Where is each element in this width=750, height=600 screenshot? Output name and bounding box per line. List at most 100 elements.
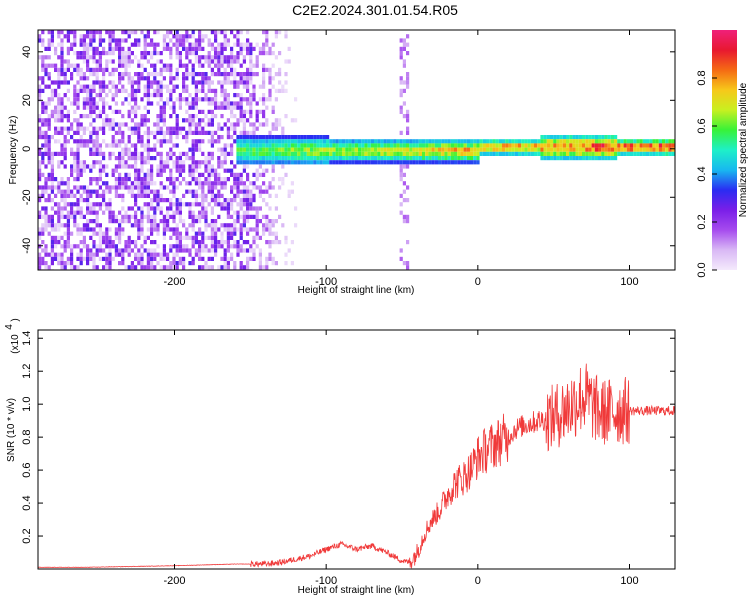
heatmap-cell (146, 139, 150, 144)
heatmap-cell (188, 147, 192, 152)
heatmap-cell (274, 231, 278, 236)
heatmap-cell (50, 63, 54, 68)
heatmap-cell (124, 97, 128, 102)
heatmap-cell (198, 231, 202, 236)
heatmap-cell (108, 265, 112, 270)
heatmap-cell (150, 189, 154, 194)
heatmap-cell (111, 34, 115, 39)
heatmap-cell (242, 80, 246, 85)
heatmap-cell (508, 151, 512, 156)
heatmap-cell (297, 156, 301, 161)
heatmap-cell (335, 143, 339, 148)
heatmap-cell (297, 143, 301, 148)
heatmap-cell (594, 147, 598, 152)
heatmap-cell (188, 202, 192, 207)
heatmap-cell (79, 240, 83, 245)
heatmap-cell (188, 105, 192, 110)
heatmap-cell (546, 139, 550, 144)
heatmap-cell (217, 72, 221, 77)
heatmap-cell (137, 223, 141, 228)
heatmap-cell (185, 235, 189, 240)
heatmap-cell (396, 151, 400, 156)
heatmap-cell (316, 135, 320, 140)
heatmap-cell (98, 206, 102, 211)
heatmap-cell (102, 248, 106, 253)
heatmap-cell (636, 143, 640, 148)
heatmap-cell (150, 93, 154, 98)
heatmap-cell (386, 143, 390, 148)
heatmap-cell (441, 151, 445, 156)
heatmap-cell (95, 219, 99, 224)
heatmap-cell (210, 88, 214, 93)
heatmap-cell (242, 139, 246, 144)
heatmap-cell (146, 219, 150, 224)
heatmap-cell (617, 139, 621, 144)
heatmap-cell (185, 139, 189, 144)
heatmap-cell (50, 214, 54, 219)
heatmap-cell (63, 126, 67, 131)
heatmap-cell (233, 84, 237, 89)
heatmap-cell (47, 160, 51, 165)
heatmap-cell (198, 172, 202, 177)
heatmap-cell (102, 51, 106, 56)
heatmap-cell (95, 93, 99, 98)
heatmap-cell (114, 122, 118, 127)
heatmap-cell (364, 147, 368, 152)
heatmap-cell (114, 88, 118, 93)
heatmap-cell (175, 160, 179, 165)
heatmap-cell (194, 193, 198, 198)
heatmap-cell (598, 156, 602, 161)
heatmap-cell (271, 126, 275, 131)
heatmap-cell (239, 177, 243, 182)
heatmap-cell (345, 156, 349, 161)
heatmap-cell (73, 185, 77, 190)
heatmap-cell (150, 227, 154, 232)
heatmap-cell (578, 156, 582, 161)
heatmap-cell (345, 151, 349, 156)
heatmap-cell (236, 252, 240, 257)
heatmap-cell (198, 202, 202, 207)
heatmap-cell (274, 160, 278, 165)
heatmap-cell (246, 84, 250, 89)
heatmap-cell (575, 139, 579, 144)
heatmap-cell (63, 34, 67, 39)
heatmap-cell (182, 38, 186, 43)
heatmap-cell (79, 88, 83, 93)
heatmap-cell (140, 118, 144, 123)
heatmap-cell (268, 135, 272, 140)
heatmap-cell (572, 151, 576, 156)
heatmap-cell (156, 51, 160, 56)
heatmap-cell (54, 210, 58, 215)
heatmap-cell (127, 248, 131, 253)
heatmap-cell (255, 227, 259, 232)
heatmap-cell (38, 244, 42, 249)
heatmap-cell (175, 223, 179, 228)
heatmap-cell (54, 252, 58, 257)
heatmap-cell (63, 231, 67, 236)
heatmap-cell (505, 139, 509, 144)
heatmap-cell (236, 202, 240, 207)
heatmap-cell (38, 227, 42, 232)
heatmap-cell (274, 30, 278, 35)
heatmap-cell (258, 84, 262, 89)
heatmap-cell (198, 147, 202, 152)
heatmap-cell (98, 227, 102, 232)
heatmap-cell (172, 34, 176, 39)
heatmap-cell (265, 214, 269, 219)
heatmap-cell (246, 214, 250, 219)
heatmap-cell (236, 214, 240, 219)
heatmap-cell (188, 130, 192, 135)
heatmap-cell (310, 143, 314, 148)
heatmap-cell (153, 223, 157, 228)
heatmap-cell (175, 97, 179, 102)
heatmap-cell (418, 143, 422, 148)
heatmap-cell (38, 231, 42, 236)
heatmap-cell (223, 42, 227, 47)
heatmap-cell (44, 223, 48, 228)
heatmap-cell (249, 80, 253, 85)
heatmap-cell (569, 139, 573, 144)
heatmap-cell (210, 231, 214, 236)
heatmap-cell (322, 151, 326, 156)
heatmap-cell (364, 160, 368, 165)
heatmap-cell (220, 151, 224, 156)
